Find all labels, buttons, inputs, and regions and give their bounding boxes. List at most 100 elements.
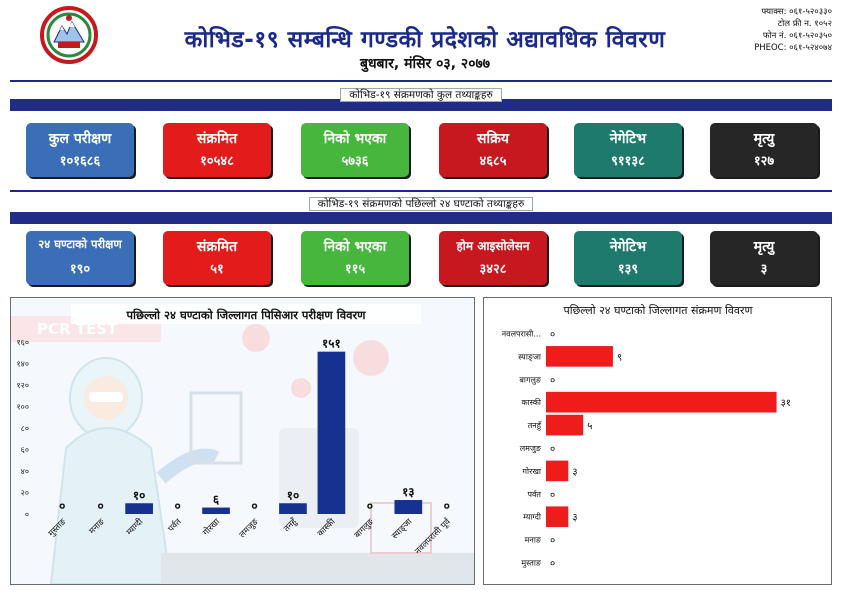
divider: [10, 190, 832, 192]
pcr-bar-value-label: १०: [133, 488, 145, 502]
pcr-bar: [202, 507, 230, 514]
y-tick-label: ०: [25, 510, 29, 519]
infection-bar-value-label: ०: [550, 559, 555, 570]
infection-bar: [546, 414, 584, 436]
infection-category-label: स्याङ्जा: [518, 352, 542, 362]
total-section-label: कोभिड-१९ संक्रमणको कुल तथ्याङ्कहरु: [10, 88, 832, 102]
y-tick-label: २०: [21, 489, 29, 498]
card-daily-infected: संक्रमित ५१: [163, 231, 271, 285]
pcr-bar-value-label: ६: [213, 493, 220, 507]
infection-category-label: बागलुङ: [519, 375, 542, 385]
infection-bar-value-label: ०: [550, 375, 555, 386]
pcr-bar-value-label: ०: [98, 499, 104, 513]
infection-bar: [546, 506, 569, 528]
infection-bar-value-label: ५: [587, 421, 592, 432]
infection-category-label: कास्की: [521, 397, 541, 407]
infection-category-label: मुस्ताङ: [521, 559, 542, 569]
pcr-bar: [317, 351, 346, 514]
y-tick-label: १४०: [17, 360, 29, 369]
infection-category-label: नवलपरासी...: [502, 328, 541, 338]
page-title: कोभिड-१९ सम्बन्धि गण्डकी प्रदेशको अद्याव…: [184, 27, 666, 53]
section-band: [10, 212, 832, 224]
card-daily-tests: २४ घण्टाको परीक्षण १९०: [26, 231, 134, 285]
card-label: होम आइसोलेसन: [456, 239, 530, 253]
card-label: संक्रमित: [196, 131, 238, 147]
infection-bar-value-label: ३१: [781, 398, 791, 409]
y-tick-label: ४०: [21, 467, 29, 476]
nepal-emblem-icon: [40, 6, 98, 64]
fax-number: फ्याक्स: ०६१-५२०३३०: [761, 7, 832, 17]
card-total-infected: संक्रमित १०५४८: [163, 123, 271, 177]
pcr-chart-title: पछिल्लो २४ घण्टाको जिल्लागत पिसिआर परीक्…: [125, 308, 366, 322]
section-band: [10, 99, 832, 111]
card-value: ३: [760, 262, 768, 277]
card-value: १०५४८: [200, 154, 234, 169]
daily-section-label: कोभिड-१९ संक्रमणको पछिल्लो २४ घण्टाको तथ…: [10, 197, 832, 211]
card-label: सक्रिय: [477, 131, 509, 147]
report-date: बुधबार, मंसिर ०३, २०७७: [359, 56, 491, 72]
pcr-chart: PCR TEST पछिल्लो २४ घण्टाको जिल्लागत पिस…: [11, 298, 474, 585]
card-value: ३४२८: [479, 262, 507, 277]
infection-category-label: मनाङ: [525, 536, 542, 545]
y-tick-label: ६०: [21, 446, 29, 455]
pcr-bar-value-label: ०: [174, 499, 180, 513]
infection-chart: पछिल्लो २४ घण्टाको जिल्लागत संक्रमण विवर…: [502, 304, 791, 570]
infection-category-label: पर्वत: [527, 489, 541, 499]
pcr-bar-value-label: १५१: [322, 337, 341, 351]
pcr-chart-panel: PCR TEST पछिल्लो २४ घण्टाको जिल्लागत पिस…: [10, 297, 475, 585]
card-value: ५१: [210, 262, 224, 277]
card-value: ५७३६: [341, 154, 369, 169]
lab-illustration: PCR TEST: [11, 298, 474, 585]
card-label: मृत्यु: [753, 239, 775, 255]
pcr-bar-value-label: ०: [251, 499, 257, 513]
card-total-active: सक्रिय ४६८५: [439, 123, 547, 177]
y-tick-label: १२०: [17, 381, 29, 390]
tollfree-number: टोल फ्री न. १०५२: [777, 19, 832, 29]
pheoc-number: PHEOC: ०६१-५२४०७४: [754, 43, 832, 53]
card-label: निको भएका: [323, 131, 387, 147]
card-total-deaths: मृत्यु १२७: [710, 123, 818, 177]
divider: [10, 80, 832, 82]
card-value: १३९: [617, 262, 639, 277]
card-label: नेगेटिभ: [609, 239, 647, 255]
infection-category-label: तनहुँ: [528, 420, 542, 431]
card-total-negative: नेगेटिभ ९११३८: [574, 123, 682, 177]
card-label: संक्रमित: [196, 239, 238, 255]
card-daily-deaths: मृत्यु ३: [710, 231, 818, 285]
pcr-bar-value-label: ०: [444, 499, 450, 513]
infection-bar-value-label: ०: [550, 444, 555, 455]
infection-bar-value-label: ९: [617, 352, 622, 363]
card-value: ११५: [344, 262, 366, 277]
infection-bar: [546, 391, 777, 413]
infection-bar-value-label: ०: [550, 536, 555, 547]
pcr-bar-value-label: १३: [402, 485, 414, 499]
card-label: २४ घण्टाको परीक्षण: [38, 237, 122, 251]
card-daily-negative: नेगेटिभ १३९: [574, 231, 682, 285]
pcr-bar: [394, 500, 423, 514]
infection-category-label: गोरखा: [523, 466, 542, 476]
infection-bar-value-label: ०: [550, 329, 555, 340]
infection-chart-title: पछिल्लो २४ घण्टाको जिल्लागत संक्रमण विवर…: [564, 304, 754, 317]
infection-bar-value-label: ३: [572, 513, 577, 524]
card-value: १०१६८६: [59, 154, 101, 169]
card-total-recovered: निको भएका ५७३६: [301, 123, 409, 177]
card-label: निको भएका: [323, 239, 387, 255]
card-value: १२७: [753, 154, 775, 169]
infection-bar: [546, 346, 613, 367]
y-tick-label: ८०: [21, 424, 29, 433]
pcr-bar: [279, 503, 307, 514]
pcr-bar: [125, 503, 153, 514]
pcr-bar-value-label: ०: [367, 499, 373, 513]
card-value: ४६८५: [479, 154, 507, 169]
card-value: १९०: [69, 262, 91, 277]
card-daily-home-isolation: होम आइसोलेसन ३४२८: [439, 231, 547, 285]
infection-category-label: म्याग्दी: [523, 512, 542, 522]
card-value: ९११३८: [611, 154, 645, 169]
card-label: नेगेटिभ: [609, 131, 647, 147]
infection-bar-value-label: ०: [550, 490, 555, 501]
contact-info: फ्याक्स: ०६१-५२०३३० टोल फ्री न. १०५२ फोन…: [682, 6, 832, 54]
card-total-tests: कुल परीक्षण १०१६८६: [26, 123, 134, 177]
infection-bar: [546, 460, 569, 482]
card-label: मृत्यु: [753, 131, 775, 147]
card-daily-recovered: निको भएका ११५: [301, 231, 409, 285]
